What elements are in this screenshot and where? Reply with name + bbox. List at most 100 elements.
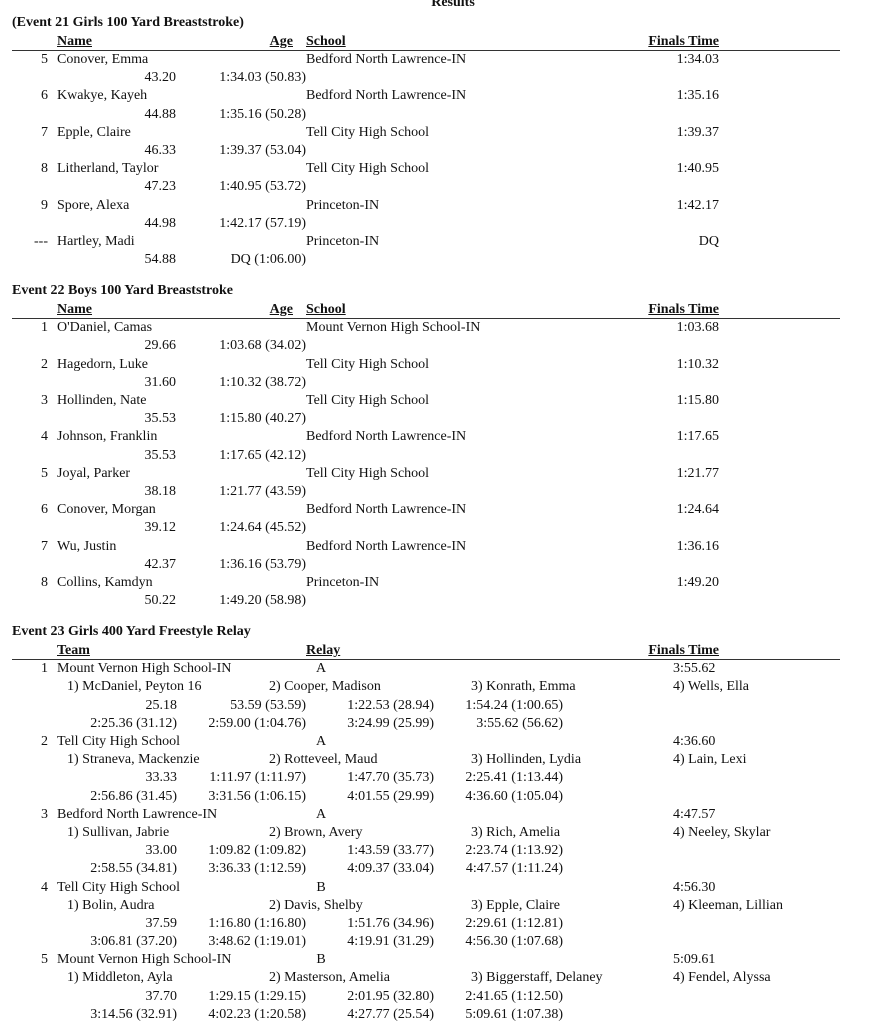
place: 1 [41,320,48,336]
place: 9 [41,197,48,213]
finals-time: 1:42.17 [676,197,719,213]
event-title: (Event 21 Girls 100 Yard Breaststroke) [12,15,244,30]
split-time: 1:09.82 (1:09.82) [208,843,306,859]
split-time: 3:24.99 (25.99) [347,715,434,731]
split-50: 29.66 [144,338,177,354]
header-age: Age [269,34,293,49]
team-name: Tell City High School [57,734,181,749]
split-row: 44.98 1:42.17 (57.19) [0,215,879,233]
result-row: 2 Hagedorn, Luke Tell City High School 1:10… [0,356,879,374]
result-row: 9 Spore, Alexa Princeton-IN 1:42.17 [0,197,879,215]
split-time: 1:22.53 (28.94) [347,697,434,713]
relay-swimmer: 3) Epple, Claire [471,897,561,913]
split-100: 1:42.17 (57.19) [219,215,306,231]
result-row: --- Hartley, Madi Princeton-IN DQ [0,233,879,251]
split-time: 2:25.36 (31.12) [90,715,177,731]
relay-swimmer: 3) Rich, Amelia [471,824,561,840]
column-header: Team Relay Finals Time [12,641,840,661]
result-row: 8 Litherland, Taylor Tell City High School… [0,160,879,178]
split-row: 2:58.55 (34.81) 3:36.33 (1:12.59) 4:09.37 … [0,860,879,878]
split-50: 44.88 [144,106,177,122]
split-time: 3:36.33 (1:12.59) [208,861,306,877]
finals-time: 1:21.77 [676,465,719,481]
split-time: 3:31.56 (1:06.15) [208,788,306,804]
finals-time: 1:34.03 [676,52,719,67]
split-time: 33.00 [145,843,178,859]
place: 5 [41,52,48,67]
header-team: Team [57,643,90,659]
result-row: 1 O'Daniel, Camas Mount Vernon High School… [0,319,879,337]
split-time: 4:09.37 (33.04) [347,861,434,877]
split-100: 1:34.03 (50.83) [219,70,306,86]
split-row: 2:25.36 (31.12) 2:59.00 (1:04.76) 3:24.99 … [0,715,879,733]
school: Bedford North Lawrence-IN [306,429,467,445]
relay-swimmer: 3) Hollinden, Lydia [471,752,582,768]
school: Tell City High School [306,161,430,177]
column-header: Name Age School Finals Time [12,300,840,320]
split-time: 2:29.61 (1:12.81) [465,915,563,931]
split-row: 39.12 1:24.64 (45.52) [0,519,879,537]
place: 3 [41,393,48,408]
split-50: 54.88 [144,252,177,268]
finals-time: 5:09.61 [673,952,716,968]
result-row: 6 Conover, Morgan Bedford North Lawrence-I… [0,501,879,519]
split-50: 50.22 [144,593,177,609]
place: --- [34,233,48,249]
swimmer-name: Hartley, Madi [57,233,135,249]
split-row: 44.88 1:35.16 (50.28) [0,106,879,124]
swimmer-name: Litherland, Taylor [57,161,159,177]
finals-time: 1:40.95 [676,161,719,177]
swimmer-name: Hollinden, Nate [57,393,147,408]
split-time: 3:14.56 (32.91) [90,1006,177,1022]
relay-letter: B [316,879,326,895]
page-title: Results [431,0,475,10]
school: Bedford North Lawrence-IN [306,52,467,67]
split-row: 2:56.86 (31.45) 3:31.56 (1:06.15) 4:01.55 … [0,788,879,806]
relay-letter: B [316,952,326,968]
header-finals: Finals Time [648,643,719,659]
finals-time: 1:15.80 [676,393,719,408]
relay-row: 4 Tell City High School B 4:56.30 [0,879,879,897]
team-name: Tell City High School [57,879,181,895]
relay-swimmer: 3) Biggerstaff, Delaney [471,970,603,986]
swimmer-name: Kwakye, Kayeh [57,88,148,104]
school: Tell City High School [306,356,430,372]
split-time: 2:59.00 (1:04.76) [208,715,306,731]
result-row: 7 Wu, Justin Bedford North Lawrence-IN 1:36… [0,538,879,556]
event-title: Event 22 Boys 100 Yard Breaststroke [12,283,234,299]
finals-time: 1:49.20 [676,574,719,590]
split-time: 4:36.60 (1:05.04) [465,788,563,804]
event-title: Event 23 Girls 400 Yard Freestyle Relay [12,624,251,640]
finals-time: 1:10.32 [676,356,719,372]
header-name: Name [57,34,92,49]
split-time: 4:19.91 (31.29) [347,934,434,950]
team-name: Bedford North Lawrence-IN [57,806,218,822]
split-row: 50.22 1:49.20 (58.98) [0,592,879,610]
relay-row: 3 Bedford North Lawrence-IN A 4:47.57 [0,806,879,824]
result-row: 3 Hollinden, Nate Tell City High School 1:1… [0,392,879,410]
finals-time: 4:47.57 [673,806,716,822]
relay-swimmer: 1) Middleton, Ayla [67,970,173,986]
split-50: 31.60 [144,374,177,390]
split-time: 1:16.80 (1:16.80) [208,915,306,931]
split-row: 25.18 53.59 (53.59) 1:22.53 (28.94) 1:54.24… [0,697,879,715]
split-row: 47.23 1:40.95 (53.72) [0,178,879,196]
place: 5 [41,465,48,481]
split-row: 33.33 1:11.97 (1:11.97) 1:47.70 (35.73) 2:2… [0,769,879,787]
split-row: 42.37 1:36.16 (53.79) [0,556,879,574]
school: Tell City High School [306,393,430,408]
split-50: 38.18 [144,483,177,499]
split-100: 1:03.68 (34.02) [219,338,306,354]
relay-swimmer: 1) McDaniel, Peyton 16 [67,679,202,695]
school: Bedford North Lawrence-IN [306,502,467,518]
split-100: 1:36.16 (53.79) [219,556,306,572]
section-gap [0,269,879,281]
place: 4 [41,429,48,445]
relay-swimmer: 4) Lain, Lexi [673,752,747,768]
place: 7 [41,538,48,554]
split-50: 46.33 [144,142,177,158]
split-time: 1:47.70 (35.73) [347,770,434,786]
swimmer-name: Collins, Kamdyn [57,574,153,590]
split-time: 1:43.59 (33.77) [347,843,434,859]
relay-swimmer: 2) Rotteveel, Maud [269,752,378,768]
